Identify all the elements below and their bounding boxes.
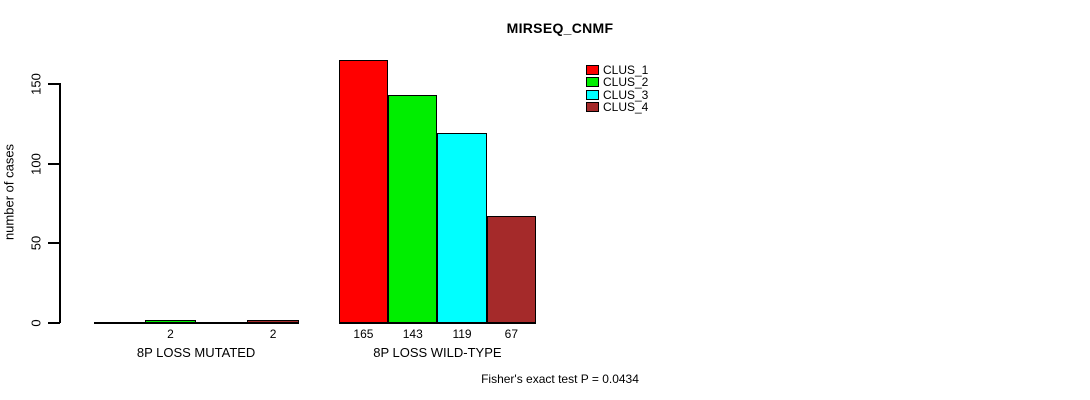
legend-label-clus_2: CLUS_2 bbox=[603, 75, 649, 89]
legend-swatch-clus_3 bbox=[586, 90, 599, 100]
legend-swatch-clus_2 bbox=[586, 77, 599, 87]
bar-value-label: 2 bbox=[269, 327, 277, 341]
bar-value-label: 67 bbox=[504, 327, 519, 341]
legend-label-clus_3: CLUS_3 bbox=[603, 88, 649, 102]
legend-label-clus_1: CLUS_1 bbox=[603, 63, 649, 77]
x-group-label: 8P LOSS MUTATED bbox=[136, 345, 256, 360]
x-group-label: 8P LOSS WILD-TYPE bbox=[373, 345, 502, 360]
bar-clus_4-group1 bbox=[247, 320, 299, 323]
bar-clus_3-group2 bbox=[437, 133, 487, 323]
y-axis-tick bbox=[48, 163, 60, 165]
chart-title: MIRSEQ_CNMF bbox=[506, 20, 614, 36]
fisher-test-annotation: Fisher's exact test P = 0.0434 bbox=[481, 372, 639, 386]
legend-label-clus_4: CLUS_4 bbox=[603, 100, 649, 114]
bar-value-label: 119 bbox=[452, 327, 472, 341]
y-axis-tick bbox=[48, 322, 60, 324]
y-axis-tick bbox=[48, 83, 60, 85]
bar-clus_2-group1 bbox=[144, 320, 197, 323]
y-axis-line bbox=[59, 83, 61, 323]
legend-swatch-clus_4 bbox=[586, 102, 599, 112]
legend-swatch-clus_1 bbox=[586, 65, 599, 75]
bar-value-label: 165 bbox=[353, 327, 374, 341]
bar-value-label: 143 bbox=[402, 327, 423, 341]
bar-clus_4-group2 bbox=[486, 216, 536, 323]
bar-clus_1-group2 bbox=[338, 60, 389, 323]
y-axis-tick bbox=[48, 242, 60, 244]
zero-baseline bbox=[93, 322, 299, 324]
bar-clus_2-group2 bbox=[388, 95, 438, 323]
bar-value-label: 2 bbox=[167, 327, 174, 341]
